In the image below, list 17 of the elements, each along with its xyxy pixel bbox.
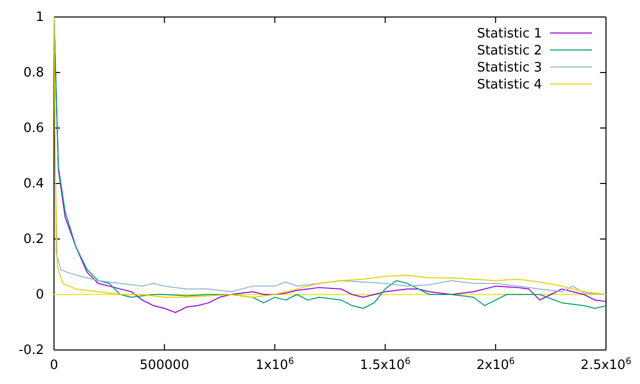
y-tick-label: 0.4 [23,176,44,192]
x-tick-label: 1.5x10$^{6}$ [360,357,411,374]
y-tick-label: 1 [36,10,44,26]
legend-label: Statistic 3 [476,60,542,76]
legend-label: Statistic 2 [476,44,542,59]
y-tick-label: 0.8 [23,66,44,81]
x-tick-label: 500000 [140,358,190,374]
x-tick-label: 2x10$^{6}$ [476,357,515,374]
x-tick-label: 2.5x10$^{6}$ [580,357,632,374]
y-tick-label: -0.2 [18,343,44,358]
x-tick-label: 1x10$^{6}$ [256,357,294,374]
legend-label: Statistic 1 [476,26,542,42]
y-tick-label: 0.2 [23,232,44,248]
y-tick-label: 0.6 [23,121,44,136]
x-tick-label: 0 [50,358,58,374]
legend-label: Statistic 4 [476,78,542,93]
y-tick-label: 0 [36,288,44,303]
